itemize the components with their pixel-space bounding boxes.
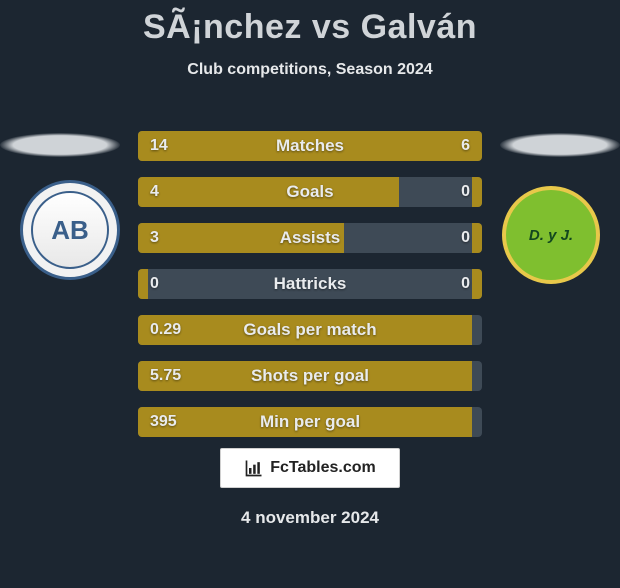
stat-row: Assists30	[138, 223, 482, 253]
stat-value-right: 0	[461, 269, 470, 299]
subtitle: Club competitions, Season 2024	[0, 61, 620, 79]
infographic-date: 4 november 2024	[0, 508, 620, 528]
club-badge-right-text: D. y J.	[529, 227, 573, 244]
stat-row: Goals40	[138, 177, 482, 207]
stat-bar-left	[138, 361, 472, 391]
stat-bar-left	[138, 131, 365, 161]
stat-bar-left	[138, 269, 148, 299]
stat-bar-left	[138, 407, 472, 437]
player-shadow-right	[500, 133, 620, 157]
stat-bar-right	[472, 223, 482, 253]
footer-brand-text: FcTables.com	[270, 459, 376, 477]
page-title: SÃ¡nchez vs Galván	[0, 8, 620, 47]
stat-bar-left	[138, 315, 472, 345]
stat-value-right: 0	[461, 177, 470, 207]
stat-bar-right	[365, 131, 482, 161]
stat-bar-right	[472, 177, 482, 207]
club-badge-right: D. y J.	[502, 186, 600, 284]
stat-value-right: 0	[461, 223, 470, 253]
comparison-bars: Matches146Goals40Assists30Hattricks00Goa…	[138, 131, 482, 453]
stat-row: Shots per goal5.75	[138, 361, 482, 391]
stat-row: Matches146	[138, 131, 482, 161]
chart-icon	[244, 458, 264, 478]
stat-row: Hattricks0 0	[138, 269, 482, 299]
stat-bar-left	[138, 223, 344, 253]
player-shadow-left	[0, 133, 120, 157]
club-badge-left: AB	[20, 180, 120, 280]
stat-row: Min per goal395	[138, 407, 482, 437]
stat-row: Goals per match0.29	[138, 315, 482, 345]
stat-bar-left	[138, 177, 399, 207]
stat-value-left: 0	[150, 269, 159, 299]
stat-bar-right	[472, 269, 482, 299]
footer-brand: FcTables.com	[220, 448, 400, 488]
club-badge-left-text: AB	[31, 191, 109, 269]
stat-label: Hattricks	[138, 269, 482, 299]
